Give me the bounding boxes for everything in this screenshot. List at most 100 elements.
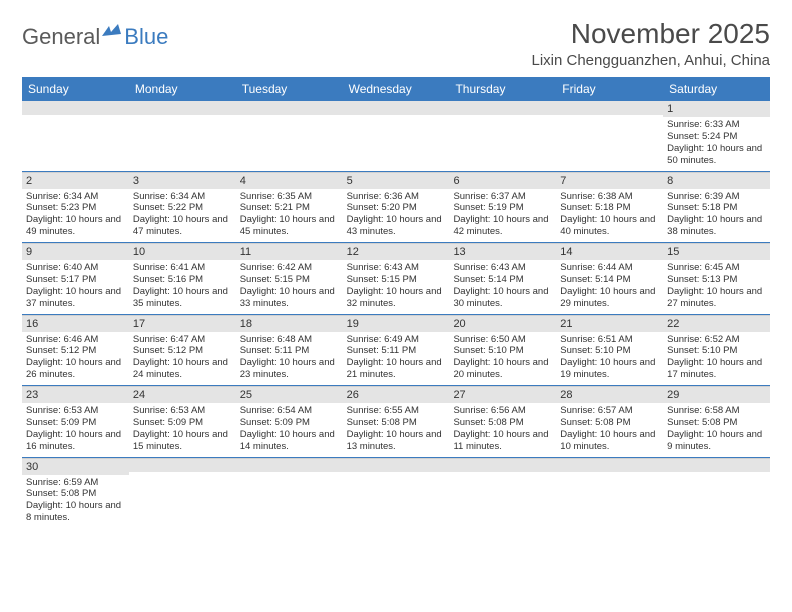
day-number: [129, 458, 236, 472]
week-row: 23Sunrise: 6:53 AMSunset: 5:09 PMDayligh…: [22, 386, 770, 458]
day-details: Sunrise: 6:40 AMSunset: 5:17 PMDaylight:…: [22, 260, 129, 314]
sunset-text: Sunset: 5:12 PM: [133, 345, 232, 357]
day-details: Sunrise: 6:53 AMSunset: 5:09 PMDaylight:…: [129, 403, 236, 457]
calendar-cell: 1Sunrise: 6:33 AMSunset: 5:24 PMDaylight…: [663, 101, 770, 171]
day-number: 9: [22, 243, 129, 260]
daylight-text: Daylight: 10 hours and 30 minutes.: [453, 286, 552, 310]
calendar-cell: [449, 458, 556, 529]
calendar-cell: 12Sunrise: 6:43 AMSunset: 5:15 PMDayligh…: [343, 243, 450, 314]
sunset-text: Sunset: 5:23 PM: [26, 202, 125, 214]
day-number: 19: [343, 315, 450, 332]
calendar-cell: [343, 101, 450, 171]
sunset-text: Sunset: 5:09 PM: [240, 417, 339, 429]
sunset-text: Sunset: 5:10 PM: [560, 345, 659, 357]
day-details: Sunrise: 6:50 AMSunset: 5:10 PMDaylight:…: [449, 332, 556, 386]
daylight-text: Daylight: 10 hours and 10 minutes.: [560, 429, 659, 453]
calendar-cell: 22Sunrise: 6:52 AMSunset: 5:10 PMDayligh…: [663, 315, 770, 386]
sunrise-text: Sunrise: 6:53 AM: [26, 405, 125, 417]
day-number: 17: [129, 315, 236, 332]
sunset-text: Sunset: 5:13 PM: [667, 274, 766, 286]
day-number: 20: [449, 315, 556, 332]
sunrise-text: Sunrise: 6:34 AM: [26, 191, 125, 203]
day-details: Sunrise: 6:52 AMSunset: 5:10 PMDaylight:…: [663, 332, 770, 386]
sunset-text: Sunset: 5:20 PM: [347, 202, 446, 214]
daylight-text: Daylight: 10 hours and 49 minutes.: [26, 214, 125, 238]
sunset-text: Sunset: 5:11 PM: [240, 345, 339, 357]
day-details: Sunrise: 6:57 AMSunset: 5:08 PMDaylight:…: [556, 403, 663, 457]
sunrise-text: Sunrise: 6:45 AM: [667, 262, 766, 274]
sunset-text: Sunset: 5:09 PM: [133, 417, 232, 429]
dayhead-saturday: Saturday: [663, 77, 770, 101]
sunrise-text: Sunrise: 6:38 AM: [560, 191, 659, 203]
day-number: 13: [449, 243, 556, 260]
day-number: [129, 101, 236, 115]
day-details: Sunrise: 6:34 AMSunset: 5:23 PMDaylight:…: [22, 189, 129, 243]
daylight-text: Daylight: 10 hours and 15 minutes.: [133, 429, 232, 453]
logo-text-1: General: [22, 24, 100, 50]
day-details: [556, 472, 663, 516]
calendar-cell: [663, 458, 770, 529]
calendar-cell: 29Sunrise: 6:58 AMSunset: 5:08 PMDayligh…: [663, 386, 770, 457]
sunrise-text: Sunrise: 6:43 AM: [453, 262, 552, 274]
calendar-cell: 13 Sunrise: 6:43 AMSunset: 5:14 PMDayligh…: [449, 243, 556, 314]
calendar-cell: 3Sunrise: 6:34 AMSunset: 5:22 PMDaylight…: [129, 172, 236, 243]
daylight-text: Daylight: 10 hours and 37 minutes.: [26, 286, 125, 310]
daylight-text: Daylight: 10 hours and 29 minutes.: [560, 286, 659, 310]
sunset-text: Sunset: 5:09 PM: [26, 417, 125, 429]
day-details: [449, 115, 556, 159]
dayhead-wednesday: Wednesday: [343, 77, 450, 101]
day-details: [129, 115, 236, 159]
day-number: 1: [663, 101, 770, 117]
day-number: 15: [663, 243, 770, 260]
dayhead-thursday: Thursday: [449, 77, 556, 101]
day-number: [449, 101, 556, 115]
day-details: Sunrise: 6:33 AMSunset: 5:24 PMDaylight:…: [663, 117, 770, 171]
sunset-text: Sunset: 5:24 PM: [667, 131, 766, 143]
sunset-text: Sunset: 5:08 PM: [453, 417, 552, 429]
sunset-text: Sunset: 5:14 PM: [560, 274, 659, 286]
day-details: Sunrise: 6:36 AMSunset: 5:20 PMDaylight:…: [343, 189, 450, 243]
day-number: [556, 458, 663, 472]
day-details: Sunrise: 6:59 AMSunset: 5:08 PMDaylight:…: [22, 475, 129, 529]
calendar-cell: [129, 458, 236, 529]
daylight-text: Daylight: 10 hours and 35 minutes.: [133, 286, 232, 310]
location-text: Lixin Chengguanzhen, Anhui, China: [531, 52, 770, 69]
sunrise-text: Sunrise: 6:37 AM: [453, 191, 552, 203]
page-title: November 2025: [531, 18, 770, 50]
calendar-cell: 18Sunrise: 6:48 AMSunset: 5:11 PMDayligh…: [236, 315, 343, 386]
sunrise-text: Sunrise: 6:35 AM: [240, 191, 339, 203]
sunset-text: Sunset: 5:08 PM: [667, 417, 766, 429]
day-details: [449, 472, 556, 516]
daylight-text: Daylight: 10 hours and 17 minutes.: [667, 357, 766, 381]
sunrise-text: Sunrise: 6:44 AM: [560, 262, 659, 274]
calendar-cell: 30Sunrise: 6:59 AMSunset: 5:08 PMDayligh…: [22, 458, 129, 529]
day-number: 2: [22, 172, 129, 189]
day-details: Sunrise: 6:54 AMSunset: 5:09 PMDaylight:…: [236, 403, 343, 457]
calendar-cell: 28Sunrise: 6:57 AMSunset: 5:08 PMDayligh…: [556, 386, 663, 457]
sunrise-text: Sunrise: 6:51 AM: [560, 334, 659, 346]
sunset-text: Sunset: 5:14 PM: [453, 274, 552, 286]
day-number: 3: [129, 172, 236, 189]
day-details: Sunrise: 6:58 AMSunset: 5:08 PMDaylight:…: [663, 403, 770, 457]
dayhead-friday: Friday: [556, 77, 663, 101]
calendar-cell: 24Sunrise: 6:53 AMSunset: 5:09 PMDayligh…: [129, 386, 236, 457]
sunset-text: Sunset: 5:22 PM: [133, 202, 232, 214]
day-details: [129, 472, 236, 516]
day-details: Sunrise: 6:46 AMSunset: 5:12 PMDaylight:…: [22, 332, 129, 386]
calendar-cell: [556, 458, 663, 529]
calendar-cell: 8Sunrise: 6:39 AMSunset: 5:18 PMDaylight…: [663, 172, 770, 243]
day-number: [556, 101, 663, 115]
daylight-text: Daylight: 10 hours and 43 minutes.: [347, 214, 446, 238]
week-row: 1Sunrise: 6:33 AMSunset: 5:24 PMDaylight…: [22, 101, 770, 172]
daylight-text: Daylight: 10 hours and 16 minutes.: [26, 429, 125, 453]
daylight-text: Daylight: 10 hours and 38 minutes.: [667, 214, 766, 238]
sunset-text: Sunset: 5:18 PM: [560, 202, 659, 214]
calendar-cell: 4Sunrise: 6:35 AMSunset: 5:21 PMDaylight…: [236, 172, 343, 243]
calendar-cell: [129, 101, 236, 171]
day-header-row: Sunday Monday Tuesday Wednesday Thursday…: [22, 77, 770, 101]
calendar-cell: 14Sunrise: 6:44 AMSunset: 5:14 PMDayligh…: [556, 243, 663, 314]
sunset-text: Sunset: 5:18 PM: [667, 202, 766, 214]
sunrise-text: Sunrise: 6:46 AM: [26, 334, 125, 346]
daylight-text: Daylight: 10 hours and 26 minutes.: [26, 357, 125, 381]
sunset-text: Sunset: 5:16 PM: [133, 274, 232, 286]
